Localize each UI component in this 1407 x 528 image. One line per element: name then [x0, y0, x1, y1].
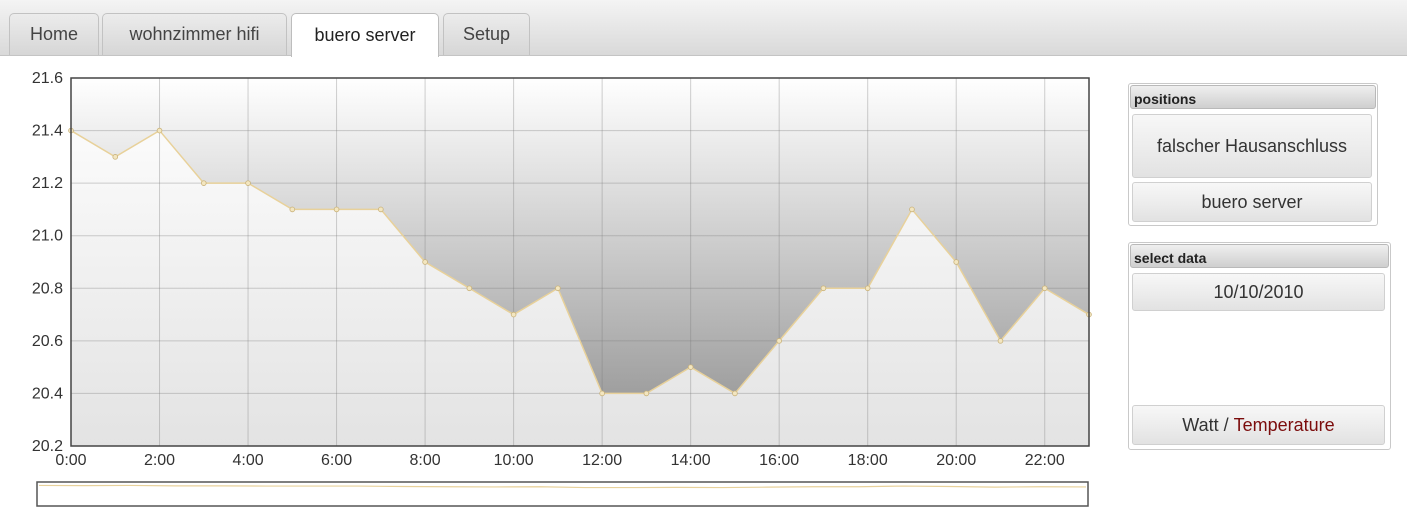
data-point[interactable] — [378, 206, 384, 213]
data-point[interactable] — [599, 390, 605, 397]
plot-border — [70, 77, 1090, 447]
x-tick-label: 4:00 — [232, 452, 263, 469]
temperature-option[interactable]: Temperature — [1233, 414, 1335, 435]
y-tick-label: 20.8 — [32, 280, 63, 297]
data-point[interactable] — [156, 127, 163, 134]
y-tick-label: 20.4 — [32, 385, 63, 402]
data-point[interactable] — [864, 285, 871, 292]
tab-home[interactable]: Home — [9, 13, 99, 55]
temperature-chart[interactable]: 20.2 20.4 20.6 20.8 21.0 21.2 21.4 21.6 0:00 2:00… — [0, 56, 1100, 523]
y-tick-label: 21.0 — [32, 228, 63, 245]
data-point[interactable] — [687, 364, 694, 370]
data-point[interactable] — [555, 285, 561, 292]
x-tick-label: 2:00 — [144, 452, 175, 469]
data-point[interactable] — [820, 285, 827, 292]
data-point[interactable] — [510, 311, 517, 318]
y-tick-label: 21.4 — [32, 123, 63, 140]
data-point[interactable] — [909, 206, 915, 213]
positions-panel: positions falscher Hausanschluss buero s… — [1128, 83, 1378, 226]
data-point[interactable] — [333, 206, 340, 213]
chart-area: 20.2 20.4 20.6 20.8 21.0 21.2 21.4 21.6 0:00 2:00… — [0, 56, 1100, 523]
data-point[interactable] — [997, 338, 1004, 344]
x-tick-label: 6:00 — [321, 452, 352, 469]
watt-option[interactable]: Watt — [1182, 414, 1219, 435]
positions-title: positions — [1130, 85, 1376, 109]
y-tick-label: 20.2 — [32, 438, 63, 455]
data-point[interactable] — [112, 154, 119, 160]
y-tick-label: 20.6 — [32, 333, 63, 350]
x-tick-label: 0:00 — [55, 452, 86, 469]
data-point[interactable] — [200, 180, 207, 186]
x-tick-label: 20:00 — [936, 452, 976, 469]
data-point[interactable] — [1041, 285, 1048, 292]
x-tick-label: 18:00 — [848, 452, 888, 469]
data-point[interactable] — [643, 390, 650, 397]
x-tick-label: 14:00 — [671, 452, 711, 469]
series-line — [70, 129, 1090, 395]
position-falscher-hausanschluss-button[interactable]: falscher Hausanschluss — [1132, 114, 1372, 178]
position-buero-server-button[interactable]: buero server — [1132, 182, 1372, 222]
data-point[interactable] — [953, 259, 960, 265]
tab-wohnzimmer-hifi[interactable]: wohnzimmer hifi — [102, 13, 287, 55]
overview-line — [38, 484, 1087, 489]
x-tick-label: 10:00 — [494, 452, 534, 469]
select-data-title: select data — [1130, 244, 1389, 268]
x-tick-label: 22:00 — [1025, 452, 1065, 469]
data-point[interactable] — [245, 180, 251, 186]
y-tick-label: 21.6 — [32, 70, 63, 87]
tab-setup[interactable]: Setup — [443, 13, 530, 55]
x-tick-label: 16:00 — [759, 452, 799, 469]
tab-buero-server[interactable]: buero server — [291, 13, 439, 57]
tab-bar: Home wohnzimmer hifi buero server Setup — [0, 0, 1407, 57]
data-point[interactable] — [466, 285, 473, 292]
data-point[interactable] — [289, 206, 296, 213]
data-point[interactable] — [776, 338, 782, 344]
data-point[interactable] — [732, 390, 738, 397]
data-point[interactable] — [422, 259, 428, 265]
watt-temperature-toggle[interactable]: Watt / Temperature — [1132, 405, 1385, 445]
x-tick-label: 8:00 — [410, 452, 441, 469]
select-data-panel: select data 10/10/2010 Watt / Temperatur… — [1128, 242, 1391, 450]
toggle-separator: / — [1218, 414, 1234, 435]
x-tick-label: 12:00 — [582, 452, 622, 469]
date-select-button[interactable]: 10/10/2010 — [1132, 273, 1385, 311]
y-tick-label: 21.2 — [32, 175, 63, 192]
